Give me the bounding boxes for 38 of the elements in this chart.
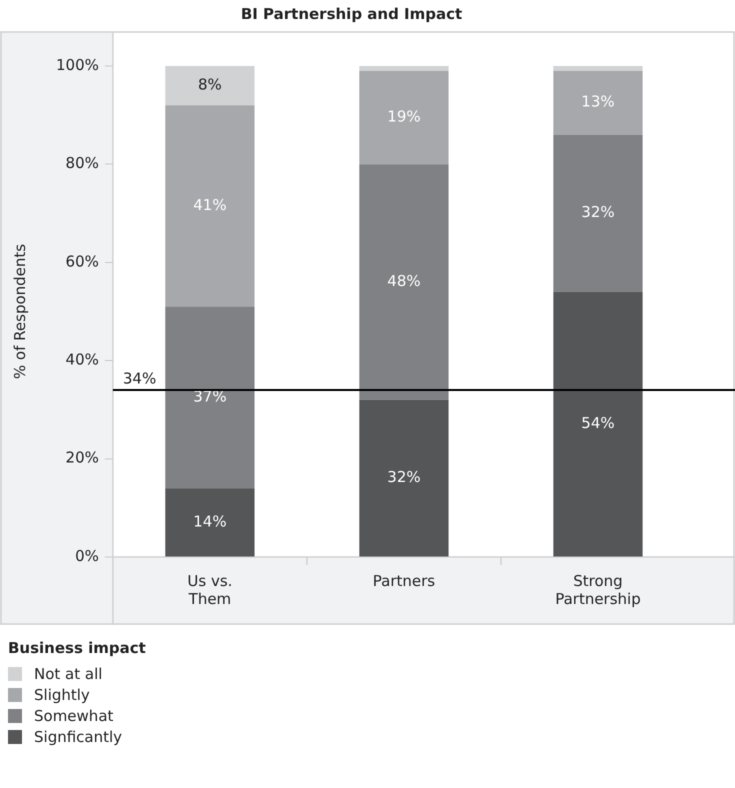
- legend-label: Signficantly: [34, 728, 122, 746]
- bar: [553, 70, 643, 135]
- chart-title: BI Partnership and Impact: [240, 4, 462, 23]
- bar: [553, 292, 643, 556]
- x-tick-label: Strong Partnership: [555, 572, 641, 608]
- data-label: 19%: [387, 107, 421, 126]
- y-tick-label: 60%: [66, 252, 99, 270]
- bar: [165, 66, 255, 106]
- bar: [553, 134, 643, 292]
- legend-label: Not at all: [34, 664, 102, 682]
- bar: [165, 105, 255, 307]
- bar: [165, 306, 255, 488]
- bar: [165, 488, 255, 556]
- data-label: 13%: [581, 92, 615, 111]
- y-tick-label: 100%: [56, 56, 99, 74]
- data-label: 48%: [387, 272, 421, 290]
- bar: [359, 66, 449, 71]
- data-label: 32%: [581, 203, 615, 222]
- bar: [359, 164, 449, 400]
- bar: [359, 70, 449, 164]
- ref-line-label: 34%: [122, 369, 156, 388]
- legend-title: Business impact: [8, 639, 147, 657]
- x-tick-label: Us vs. Them: [187, 572, 232, 608]
- data-label: 8%: [198, 76, 222, 94]
- data-label: 32%: [387, 468, 421, 486]
- data-label: 41%: [193, 196, 227, 214]
- legend-label: Slightly: [34, 686, 90, 704]
- data-label: 14%: [193, 512, 227, 530]
- legend-label: Somewhat: [34, 706, 114, 724]
- y-tick-label: 20%: [66, 448, 99, 467]
- x-tick-label: Partners: [372, 572, 436, 590]
- y-tick-label: 80%: [66, 154, 99, 172]
- y-tick-label: 40%: [66, 350, 99, 368]
- y-axis-title: % of Respondents: [10, 244, 29, 380]
- data-label: 54%: [581, 414, 615, 432]
- bar: [553, 66, 643, 71]
- y-tick-label: 0%: [75, 546, 99, 565]
- bar: [359, 400, 449, 556]
